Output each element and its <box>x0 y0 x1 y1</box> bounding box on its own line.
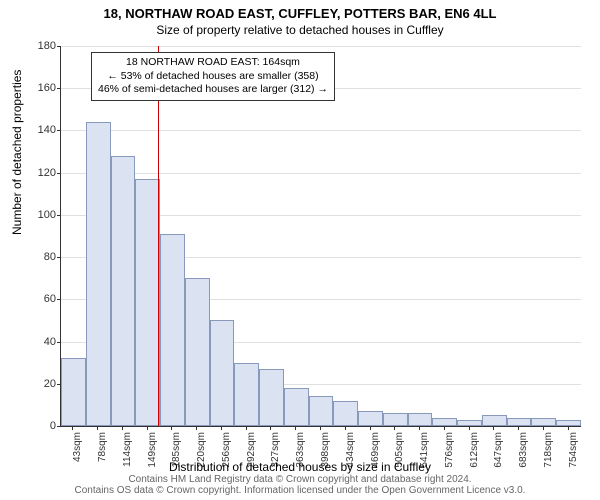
x-tick-mark <box>122 426 123 430</box>
x-tick-mark <box>370 426 371 430</box>
y-tick-label: 180 <box>26 40 56 52</box>
histogram-bar <box>358 411 383 426</box>
histogram-bar <box>507 418 532 426</box>
histogram-bar <box>61 358 86 426</box>
y-tick-label: 0 <box>26 420 56 432</box>
gridline <box>61 173 581 174</box>
chart-container: 18, NORTHAW ROAD EAST, CUFFLEY, POTTERS … <box>0 0 600 500</box>
chart-title-sub: Size of property relative to detached ho… <box>0 21 600 37</box>
y-tick-label: 60 <box>26 293 56 305</box>
histogram-bar <box>432 418 457 426</box>
histogram-bar <box>210 320 235 426</box>
x-tick-mark <box>295 426 296 430</box>
y-tick-mark <box>57 342 61 343</box>
histogram-bar <box>531 418 556 426</box>
x-tick-mark <box>568 426 569 430</box>
x-tick-mark <box>518 426 519 430</box>
histogram-bar <box>111 156 136 426</box>
y-tick-mark <box>57 88 61 89</box>
x-tick-mark <box>493 426 494 430</box>
histogram-bar <box>408 413 433 426</box>
histogram-bar <box>284 388 309 426</box>
footer-line2: Contains OS data © Crown copyright. Info… <box>0 485 600 496</box>
histogram-bar <box>482 415 507 426</box>
chart-title-main: 18, NORTHAW ROAD EAST, CUFFLEY, POTTERS … <box>0 0 600 21</box>
histogram-bar <box>234 363 259 426</box>
footer-text: Contains HM Land Registry data © Crown c… <box>0 474 600 496</box>
y-tick-label: 100 <box>26 209 56 221</box>
y-tick-mark <box>57 173 61 174</box>
annotation-line3: 46% of semi-detached houses are larger (… <box>98 83 328 97</box>
y-tick-container: 020406080100120140160180 <box>22 46 60 426</box>
y-tick-label: 160 <box>26 82 56 94</box>
y-tick-label: 140 <box>26 124 56 136</box>
annotation-line1: 18 NORTHAW ROAD EAST: 164sqm <box>98 56 328 70</box>
x-tick-mark <box>469 426 470 430</box>
y-tick-label: 40 <box>26 336 56 348</box>
x-tick-mark <box>246 426 247 430</box>
histogram-bar <box>333 401 358 426</box>
x-tick-mark <box>394 426 395 430</box>
x-tick-mark <box>419 426 420 430</box>
y-tick-mark <box>57 257 61 258</box>
histogram-bar <box>160 234 185 426</box>
x-tick-mark <box>72 426 73 430</box>
x-tick-mark <box>543 426 544 430</box>
x-tick-mark <box>444 426 445 430</box>
x-tick-mark <box>147 426 148 430</box>
gridline <box>61 46 581 47</box>
footer-line1: Contains HM Land Registry data © Crown c… <box>0 474 600 485</box>
annotation-line2: ← 53% of detached houses are smaller (35… <box>98 70 328 84</box>
y-tick-label: 120 <box>26 167 56 179</box>
y-tick-mark <box>57 46 61 47</box>
y-tick-mark <box>57 215 61 216</box>
y-tick-label: 80 <box>26 251 56 263</box>
y-tick-label: 20 <box>26 378 56 390</box>
x-tick-mark <box>196 426 197 430</box>
x-tick-mark <box>97 426 98 430</box>
y-tick-mark <box>57 130 61 131</box>
x-tick-mark <box>270 426 271 430</box>
x-tick-mark <box>171 426 172 430</box>
x-tick-mark <box>345 426 346 430</box>
y-tick-mark <box>57 299 61 300</box>
x-tick-mark <box>320 426 321 430</box>
reference-line <box>158 46 159 426</box>
histogram-bar <box>259 369 284 426</box>
histogram-bar <box>383 413 408 426</box>
histogram-bar <box>135 179 160 426</box>
histogram-bar <box>185 278 210 426</box>
x-tick-mark <box>221 426 222 430</box>
histogram-bar <box>309 396 334 426</box>
annotation-box: 18 NORTHAW ROAD EAST: 164sqm← 53% of det… <box>91 52 335 101</box>
gridline <box>61 130 581 131</box>
plot-area: 18 NORTHAW ROAD EAST: 164sqm← 53% of det… <box>60 46 581 427</box>
x-axis-title: Distribution of detached houses by size … <box>0 460 600 474</box>
histogram-bar <box>86 122 111 426</box>
